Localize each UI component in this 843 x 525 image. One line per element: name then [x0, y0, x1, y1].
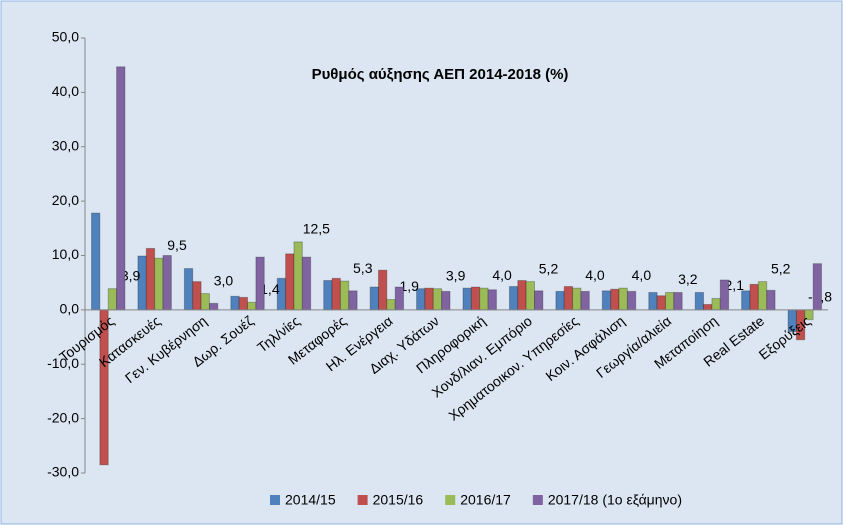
bar [766, 289, 776, 311]
data-label: 5,2 [539, 260, 559, 276]
bar [331, 277, 341, 311]
data-label: 2,1 [725, 277, 745, 293]
bar [230, 295, 240, 311]
bar [369, 286, 379, 311]
y-tick-label: 0,0 [60, 301, 80, 317]
bar [107, 288, 118, 311]
legend-label: 2014/15 [285, 492, 336, 508]
bar [285, 253, 295, 311]
bar [711, 297, 721, 311]
bar [301, 256, 312, 311]
y-tick-label: 50,0 [52, 29, 79, 45]
bar [534, 290, 544, 311]
legend-label: 2017/18 (1ο εξάμηνο) [548, 492, 682, 508]
bar [462, 287, 472, 311]
bar [719, 279, 730, 311]
data-label: 5,3 [353, 260, 373, 276]
bar [183, 268, 194, 311]
bar [610, 288, 620, 311]
bar [517, 280, 527, 311]
data-label: 4,0 [492, 267, 512, 283]
bar [626, 290, 637, 311]
bar [247, 301, 257, 311]
bar [601, 290, 612, 311]
bar [208, 302, 219, 311]
bar [192, 281, 202, 311]
bar [694, 291, 705, 311]
data-label: 12,5 [303, 221, 330, 237]
bar [703, 303, 713, 311]
bar [470, 286, 481, 311]
y-tick-label: 20,0 [52, 192, 79, 208]
bar [154, 257, 164, 311]
bar [572, 287, 582, 311]
bar [394, 286, 405, 311]
bar [555, 290, 565, 311]
bar [812, 263, 822, 311]
y-tick-label: -10,0 [47, 355, 79, 371]
y-tick-label: 10,0 [52, 246, 79, 262]
bar [673, 291, 683, 311]
bar [563, 285, 574, 311]
bar [741, 290, 751, 311]
data-label: 4,0 [585, 267, 605, 283]
data-label: 4,0 [632, 267, 652, 283]
legend-label: 2016/17 [460, 492, 511, 508]
bar [580, 290, 590, 311]
bar [386, 299, 396, 311]
data-label: 1,4 [260, 281, 280, 297]
y-tick-label: -20,0 [47, 409, 79, 425]
data-label: 3,9 [446, 267, 466, 283]
legend-label: 2015/16 [373, 492, 424, 508]
bar [91, 212, 101, 311]
bar [162, 255, 172, 311]
bar [377, 269, 388, 311]
legend-swatch [270, 495, 280, 505]
data-label: 1,9 [399, 278, 419, 294]
data-label: 3,9 [121, 267, 141, 283]
y-tick-label: -30,0 [47, 464, 79, 480]
bar [238, 296, 249, 311]
bar [656, 295, 666, 311]
bar [525, 281, 536, 311]
data-label: 3,0 [214, 272, 234, 288]
legend-swatch [445, 495, 456, 505]
bar [323, 280, 333, 311]
bar [255, 256, 265, 311]
bar [293, 241, 303, 311]
bar [479, 287, 489, 311]
bar [424, 287, 434, 311]
bar [116, 66, 126, 311]
bar [487, 289, 497, 311]
bar [508, 285, 519, 311]
bar [339, 280, 350, 311]
bar [432, 288, 443, 311]
bar [145, 247, 156, 311]
bar [664, 291, 675, 311]
legend-swatch [532, 495, 543, 505]
bar [200, 293, 210, 311]
bar [441, 290, 451, 311]
data-label: 9,5 [167, 237, 187, 253]
bar [648, 291, 658, 311]
bar [749, 283, 759, 311]
data-label: 3,2 [678, 271, 698, 287]
bar [757, 281, 768, 311]
data-label: 5,2 [771, 260, 791, 276]
chart-title: Ρυθμός αύξησης ΑΕΠ 2014-2018 (%) [312, 66, 569, 83]
bar [618, 287, 628, 311]
legend-swatch [357, 495, 368, 505]
y-tick-label: 40,0 [52, 83, 79, 99]
y-tick-label: 30,0 [52, 137, 79, 153]
bar [348, 290, 358, 311]
